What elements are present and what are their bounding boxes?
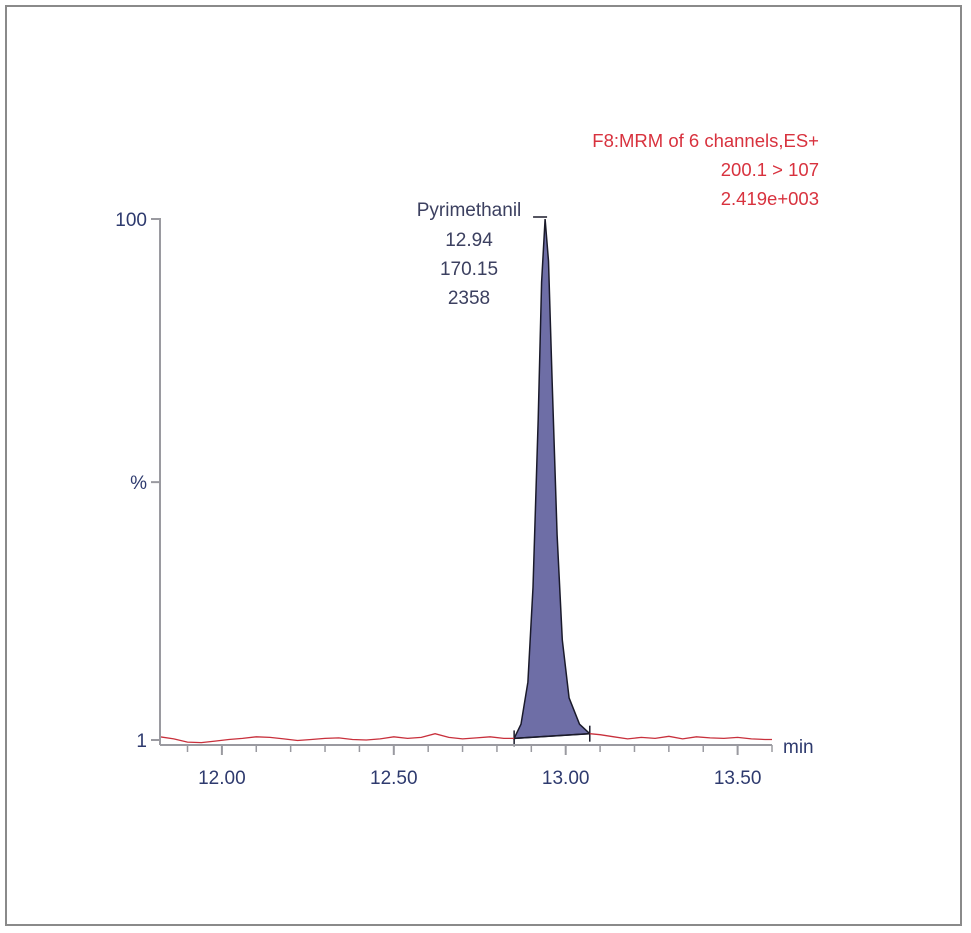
integration-baseline [514, 732, 590, 740]
peak-area-label: 170.15 [440, 259, 498, 280]
y-tick-label: % [130, 473, 147, 494]
header-function: F8:MRM of 6 channels,ES+ [592, 130, 819, 151]
header-transition: 200.1 > 107 [721, 159, 819, 180]
peak-name-label: Pyrimethanil [417, 200, 522, 221]
baseline-trace-right [589, 733, 772, 741]
peak-area-fill [512, 218, 592, 740]
peak-height-label: 2358 [448, 288, 490, 309]
x-tick-label: 12.00 [198, 768, 246, 789]
peak-rt-label: 12.94 [445, 230, 493, 251]
chromatogram-chart: F8:MRM of 6 channels,ES+ 200.1 > 107 2.4… [115, 130, 819, 789]
x-tick-label: 13.50 [714, 768, 762, 789]
plot-area [159, 216, 772, 747]
x-ticks: 12.00 12.50 13.00 13.50 [186, 745, 773, 789]
baseline-trace-left [159, 733, 515, 744]
y-tick-label: 100 [115, 210, 147, 231]
x-axis-label: min [783, 737, 814, 758]
chromatogram-panel: F8:MRM of 6 channels,ES+ 200.1 > 107 2.4… [5, 5, 962, 926]
y-ticks: 100% 1 [115, 210, 160, 752]
y-tick-label: 1 [136, 731, 147, 752]
header-intensity: 2.419e+003 [721, 188, 819, 209]
x-tick-label: 12.50 [370, 768, 418, 789]
x-tick-label: 13.00 [542, 768, 590, 789]
